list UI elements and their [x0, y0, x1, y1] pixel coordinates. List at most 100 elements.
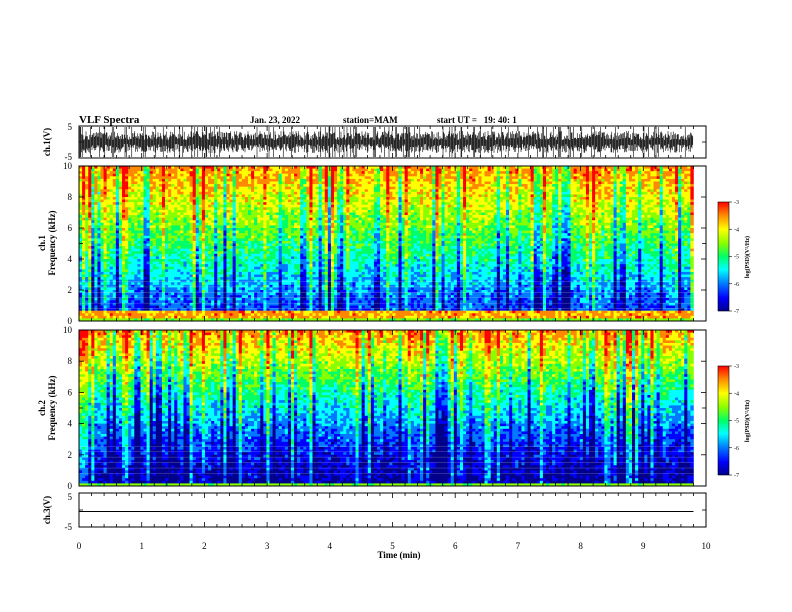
spectrogram-cell — [331, 189, 334, 192]
spectrogram-cell — [589, 174, 592, 177]
spectrogram-cell — [408, 176, 411, 179]
spectrogram-cell — [356, 169, 359, 172]
spectrogram-cell — [226, 184, 229, 187]
spectrogram-cell — [230, 187, 233, 190]
spectrogram-cell — [604, 187, 607, 190]
spectrogram-cell — [325, 174, 328, 177]
spectrogram-cell — [580, 187, 583, 190]
spectrogram-cell — [641, 182, 644, 185]
spectrogram-cell — [402, 174, 405, 177]
spectrogram-cell — [79, 184, 82, 187]
spectrogram-cell — [672, 174, 675, 177]
spectrogram-cell — [574, 171, 577, 174]
spectrogram-cell — [291, 174, 294, 177]
spectrogram-cell — [356, 184, 359, 187]
spectrogram-cell — [503, 169, 506, 172]
spectrogram-cell — [629, 179, 632, 182]
spectrogram-cell — [657, 187, 660, 190]
spectrogram-cell — [678, 176, 681, 179]
spectrogram-cell — [165, 179, 168, 182]
spectrogram-cell — [568, 174, 571, 177]
spectrogram-cell — [429, 187, 432, 190]
spectrogram-cell — [481, 182, 484, 185]
spectrogram-cell — [180, 184, 183, 187]
spectrogram-cell — [678, 174, 681, 177]
spectrogram-cell — [144, 169, 147, 172]
spectrogram-cell — [346, 174, 349, 177]
spectrogram-cell — [245, 179, 248, 182]
spectrogram-cell — [518, 174, 521, 177]
spectrogram-cell — [518, 184, 521, 187]
spectrogram-cell — [448, 174, 451, 177]
spectrogram-cell — [147, 179, 150, 182]
spectrogram-cell — [684, 184, 687, 187]
spectrogram-cell — [506, 187, 509, 190]
spectrogram-cell — [254, 189, 257, 192]
spectrogram-cell — [414, 171, 417, 174]
spectrogram-cell — [359, 187, 362, 190]
spectrogram-cell — [420, 174, 423, 177]
spectrogram-cell — [153, 184, 156, 187]
spectrogram-cell — [512, 171, 515, 174]
spectrogram-cell — [113, 189, 116, 192]
spectrogram-cell — [359, 189, 362, 192]
spectrogram-cell — [337, 182, 340, 185]
spectrogram-cell — [239, 184, 242, 187]
spectrogram-cell — [214, 171, 217, 174]
spectrogram-cell — [442, 169, 445, 172]
spectrogram-cell — [362, 174, 365, 177]
spectrogram-cell — [442, 171, 445, 174]
spectrogram-cell — [604, 171, 607, 174]
spectrogram-cell — [257, 189, 260, 192]
spectrogram-cell — [524, 174, 527, 177]
spectrogram-cell — [632, 182, 635, 185]
spectrogram-cell — [641, 179, 644, 182]
spectrogram-cell — [248, 176, 251, 179]
spectrogram-cell — [675, 176, 678, 179]
spectrogram-cell — [408, 179, 411, 182]
spectrogram-cell — [88, 179, 91, 182]
spectrogram-cell — [598, 187, 601, 190]
spectrogram-cell — [463, 171, 466, 174]
spectrogram-cell — [574, 179, 577, 182]
spectrogram-cell — [546, 179, 549, 182]
spectrogram-cell — [140, 179, 143, 182]
spectrogram-cell — [647, 174, 650, 177]
spectrogram-cell — [226, 182, 229, 185]
spectrogram-cell — [356, 176, 359, 179]
spectrogram-cell — [626, 174, 629, 177]
spectrogram-cell — [196, 171, 199, 174]
spectrogram-cell — [684, 179, 687, 182]
spectrogram-cell — [174, 182, 177, 185]
spectrogram-cell — [174, 176, 177, 179]
spectrogram-cell — [537, 171, 540, 174]
spectrogram-cell — [260, 189, 263, 192]
spectrogram-cell — [316, 169, 319, 172]
spectrogram-cell — [303, 169, 306, 172]
spectrogram-cell — [233, 189, 236, 192]
spectrogram-cell — [254, 171, 257, 174]
spectrogram-cell — [531, 174, 534, 177]
spectrogram-cell — [666, 171, 669, 174]
spectrogram-cell — [555, 187, 558, 190]
spectrogram-cell — [377, 171, 380, 174]
spectrogram-cell — [675, 174, 678, 177]
spectrogram-cell — [466, 182, 469, 185]
spectrogram-cell — [647, 176, 650, 179]
spectrogram-cell — [469, 171, 472, 174]
spectrogram-cell — [660, 187, 663, 190]
spectrogram-cell — [104, 176, 107, 179]
spectrogram-cell — [312, 187, 315, 190]
spectrogram-cell — [242, 189, 245, 192]
spectrogram-cell — [282, 174, 285, 177]
spectrogram-cell — [592, 171, 595, 174]
spectrogram-cell — [260, 171, 263, 174]
spectrogram-cell — [521, 174, 524, 177]
spectrogram-cell — [297, 179, 300, 182]
spectrogram-cell — [534, 174, 537, 177]
spectrogram-cell — [343, 171, 346, 174]
spectrogram-cell — [638, 182, 641, 185]
spectrogram-cell — [245, 176, 248, 179]
spectrogram-cell — [666, 187, 669, 190]
spectrogram-cell — [319, 171, 322, 174]
